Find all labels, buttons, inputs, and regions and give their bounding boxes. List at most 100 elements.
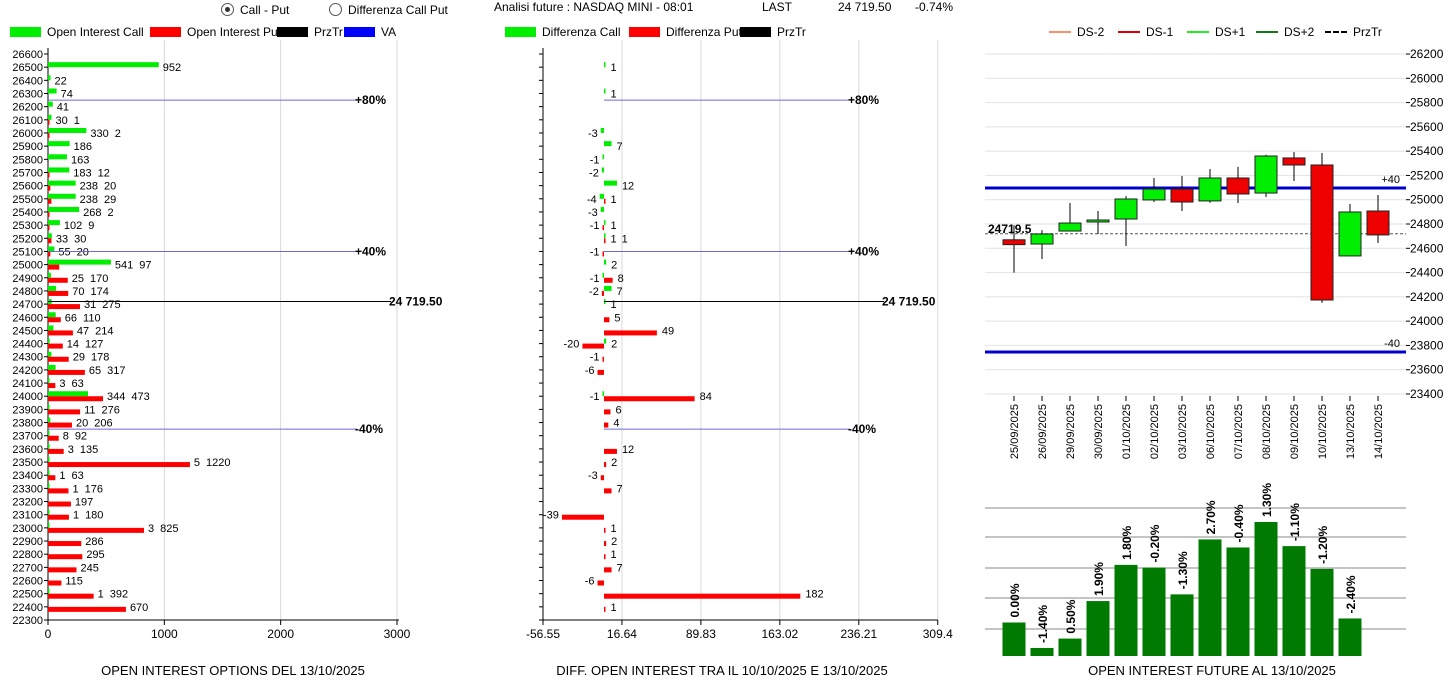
call-oi-bar xyxy=(48,325,54,331)
y-tick-label: 25200 xyxy=(1410,168,1444,182)
diff-call-bar xyxy=(599,193,605,199)
put-oi-label: 1 xyxy=(74,115,80,127)
y-tick-label: 25600 xyxy=(1410,120,1444,134)
diff-call-bar xyxy=(604,180,617,186)
diff-put-label: 5 xyxy=(614,312,620,324)
legend-label: Differenza Call xyxy=(542,25,621,39)
put-oi-bar xyxy=(48,264,60,270)
y-tick-label: 24400 xyxy=(1410,266,1444,280)
diff-put-label: 12 xyxy=(622,444,634,456)
y-tick-label: 25500 xyxy=(12,194,43,206)
legend-oi-call: Open Interest Call xyxy=(10,25,144,39)
legend-swatch xyxy=(740,27,771,37)
diff-put-label: 1 xyxy=(622,233,628,245)
legend-swatch xyxy=(277,27,308,37)
diff-call-label: -1 xyxy=(590,391,600,403)
diff-put-label: -6 xyxy=(585,576,595,588)
diff-call-bar xyxy=(601,167,605,173)
y-tick-label: 24200 xyxy=(12,365,43,377)
call-oi-bar xyxy=(48,391,89,397)
legend-swatch xyxy=(10,27,41,37)
put-oi-label: 214 xyxy=(95,325,113,337)
date-label: 02/10/2025 xyxy=(1149,404,1161,459)
call-oi-bar xyxy=(48,588,50,594)
candle-down xyxy=(1170,188,1194,203)
date-label: 01/10/2025 xyxy=(1121,404,1133,459)
oi-future-bar xyxy=(1114,564,1138,656)
call-oi-label: 25 xyxy=(72,273,84,285)
legend-line xyxy=(1187,31,1209,33)
put-oi-bar xyxy=(48,606,126,612)
call-oi-bar xyxy=(48,483,50,489)
candle-up xyxy=(1338,211,1362,257)
put-oi-bar xyxy=(48,330,73,336)
diff-call-label: -1 xyxy=(590,154,600,166)
reference-line-label: +80% xyxy=(355,93,386,107)
put-oi-bar xyxy=(48,580,62,586)
call-oi-bar xyxy=(48,75,51,81)
call-oi-label: 31 xyxy=(84,299,96,311)
diff-put-bar xyxy=(604,593,801,599)
diff-put-label: 84 xyxy=(700,391,712,403)
put-oi-label: 2 xyxy=(108,207,114,219)
call-oi-label: 330 xyxy=(90,128,108,140)
radio-differenza-call-put[interactable]: Differenza Call Put xyxy=(329,3,448,17)
diff-call-bar xyxy=(602,391,605,397)
diff-put-label: 8 xyxy=(618,273,624,285)
diff-call-bar xyxy=(600,127,605,133)
diff-call-label: -3 xyxy=(588,128,598,140)
candle-down xyxy=(1366,210,1390,236)
diff-call-label: 7 xyxy=(617,141,623,153)
put-oi-bar xyxy=(48,422,72,428)
diff-put-bar xyxy=(561,514,605,520)
legend-line xyxy=(1118,31,1140,33)
oi-change-label: 0.00% xyxy=(1008,583,1022,617)
put-oi-label: 275 xyxy=(102,299,120,311)
oi-change-label: -1.40% xyxy=(1036,605,1050,643)
x-tick-label: 309.4 xyxy=(923,627,953,641)
diff-put-bar xyxy=(604,567,612,573)
y-tick-label: 24500 xyxy=(12,325,43,337)
date-label: 26/09/2025 xyxy=(1037,404,1049,459)
y-tick-label: 23100 xyxy=(12,510,43,522)
x-tick-label: -56.55 xyxy=(526,627,560,641)
call-oi-bar xyxy=(48,154,67,160)
put-oi-label: 9 xyxy=(88,220,94,232)
oi-change-label: 0.50% xyxy=(1064,599,1078,633)
y-tick-label: 26200 xyxy=(12,102,43,114)
candle-up xyxy=(1254,155,1278,194)
put-oi-label: 20 xyxy=(104,181,116,193)
put-oi-label: 174 xyxy=(90,286,108,298)
legend-diff-przTr: PrzTr xyxy=(740,25,806,39)
legend-ds+2: DS+2 xyxy=(1256,25,1314,39)
date-label: 07/10/2025 xyxy=(1233,404,1245,459)
call-oi-bar xyxy=(48,193,76,199)
call-oi-bar xyxy=(48,522,50,528)
call-oi-bar xyxy=(48,285,57,291)
radio-call-put[interactable]: Call - Put xyxy=(221,3,289,17)
put-oi-label: 245 xyxy=(81,562,99,574)
oi-change-label: 2.70% xyxy=(1204,500,1218,534)
x-tick-label: 0 xyxy=(45,627,52,641)
put-oi-bar xyxy=(48,251,51,257)
put-oi-bar xyxy=(48,343,63,349)
call-oi-label: 183 xyxy=(73,167,91,179)
legend-label: DS+1 xyxy=(1215,25,1246,39)
oi-change-label: -1.30% xyxy=(1176,551,1190,589)
put-oi-bar xyxy=(48,501,71,507)
put-oi-label: 63 xyxy=(71,470,83,482)
candle-down xyxy=(1226,177,1250,195)
y-tick-label: 24800 xyxy=(12,286,43,298)
date-label: 08/10/2025 xyxy=(1261,404,1273,459)
call-oi-bar xyxy=(48,180,76,186)
legend-diff-call: Differenza Call xyxy=(505,25,620,39)
y-tick-label: 26400 xyxy=(12,75,43,87)
y-tick-label: 24000 xyxy=(1410,314,1444,328)
call-oi-label: 3 xyxy=(148,523,154,535)
put-oi-label: 12 xyxy=(98,167,110,179)
put-oi-label: 206 xyxy=(94,418,112,430)
call-oi-label: 66 xyxy=(65,312,77,324)
legend-label: PrzTr xyxy=(1353,25,1382,39)
radio-selected-icon xyxy=(221,3,234,16)
diff-put-label: -6 xyxy=(585,365,595,377)
